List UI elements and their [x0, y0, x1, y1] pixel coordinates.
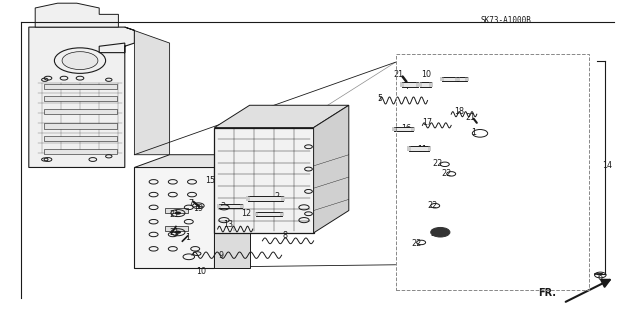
Text: 14: 14	[602, 161, 612, 170]
Bar	[394, 127, 413, 131]
Bar	[44, 96, 117, 101]
Bar	[248, 196, 283, 201]
Text: 1: 1	[185, 233, 190, 242]
Text: 17: 17	[422, 118, 433, 127]
Bar	[409, 146, 429, 151]
Text: 21: 21	[169, 228, 179, 237]
Text: 19: 19	[193, 204, 204, 213]
Bar	[44, 123, 117, 129]
Circle shape	[431, 227, 450, 237]
Text: 9: 9	[218, 251, 223, 260]
Bar	[458, 77, 467, 81]
Text: 11: 11	[417, 145, 427, 154]
Text: 13: 13	[223, 220, 233, 229]
Text: 21: 21	[465, 113, 476, 122]
Polygon shape	[214, 155, 250, 268]
Text: 18: 18	[454, 107, 464, 116]
Bar	[217, 204, 221, 208]
Bar	[416, 82, 420, 87]
Polygon shape	[134, 155, 250, 167]
Text: 22: 22	[432, 159, 442, 168]
Bar	[165, 226, 188, 231]
Bar	[396, 54, 589, 290]
Text: 21: 21	[169, 210, 179, 219]
Bar	[456, 77, 460, 81]
Text: 5: 5	[377, 94, 382, 103]
Bar	[219, 204, 241, 208]
Bar	[411, 127, 415, 131]
Polygon shape	[125, 27, 170, 155]
Bar	[392, 127, 396, 131]
Text: 22: 22	[441, 169, 451, 178]
Bar	[254, 212, 258, 216]
Bar	[44, 136, 117, 141]
Bar	[44, 149, 117, 154]
Circle shape	[175, 231, 181, 234]
Text: 12: 12	[241, 209, 252, 218]
Text: 6: 6	[598, 273, 603, 282]
Polygon shape	[134, 167, 214, 268]
Polygon shape	[214, 105, 349, 128]
Bar	[402, 82, 418, 87]
Text: 20: 20	[430, 229, 440, 238]
Text: 22: 22	[411, 239, 421, 248]
Text: 1: 1	[471, 128, 476, 137]
Bar	[442, 77, 458, 81]
Text: 16: 16	[401, 124, 412, 133]
Text: SK73-A1000B: SK73-A1000B	[480, 16, 531, 25]
Polygon shape	[314, 105, 349, 233]
Bar	[420, 82, 431, 87]
Bar	[256, 212, 282, 216]
Bar	[429, 82, 433, 87]
Bar	[465, 77, 468, 81]
Bar	[280, 212, 284, 216]
Circle shape	[175, 211, 181, 215]
Text: 10: 10	[421, 70, 431, 79]
Bar	[44, 109, 117, 114]
Text: 8: 8	[282, 231, 287, 240]
Bar	[282, 196, 285, 201]
Text: 15: 15	[205, 176, 215, 185]
Bar	[246, 196, 250, 201]
Bar	[440, 77, 444, 81]
Bar	[165, 208, 188, 213]
Bar	[407, 146, 411, 151]
Bar	[400, 82, 404, 87]
Bar	[428, 146, 431, 151]
Text: 10: 10	[196, 267, 207, 276]
Polygon shape	[29, 27, 134, 167]
Text: 4: 4	[404, 82, 409, 91]
Bar	[418, 82, 422, 87]
Circle shape	[62, 52, 98, 70]
Text: 7: 7	[188, 199, 193, 208]
Polygon shape	[35, 3, 118, 27]
FancyBboxPatch shape	[214, 128, 314, 233]
Bar	[240, 204, 244, 208]
Text: 21: 21	[393, 70, 403, 79]
Text: 22: 22	[427, 201, 437, 210]
Bar	[456, 77, 460, 81]
Text: FR.: FR.	[538, 288, 556, 299]
Bar	[44, 84, 117, 89]
Text: 3: 3	[220, 202, 225, 211]
Text: 2: 2	[274, 192, 279, 201]
